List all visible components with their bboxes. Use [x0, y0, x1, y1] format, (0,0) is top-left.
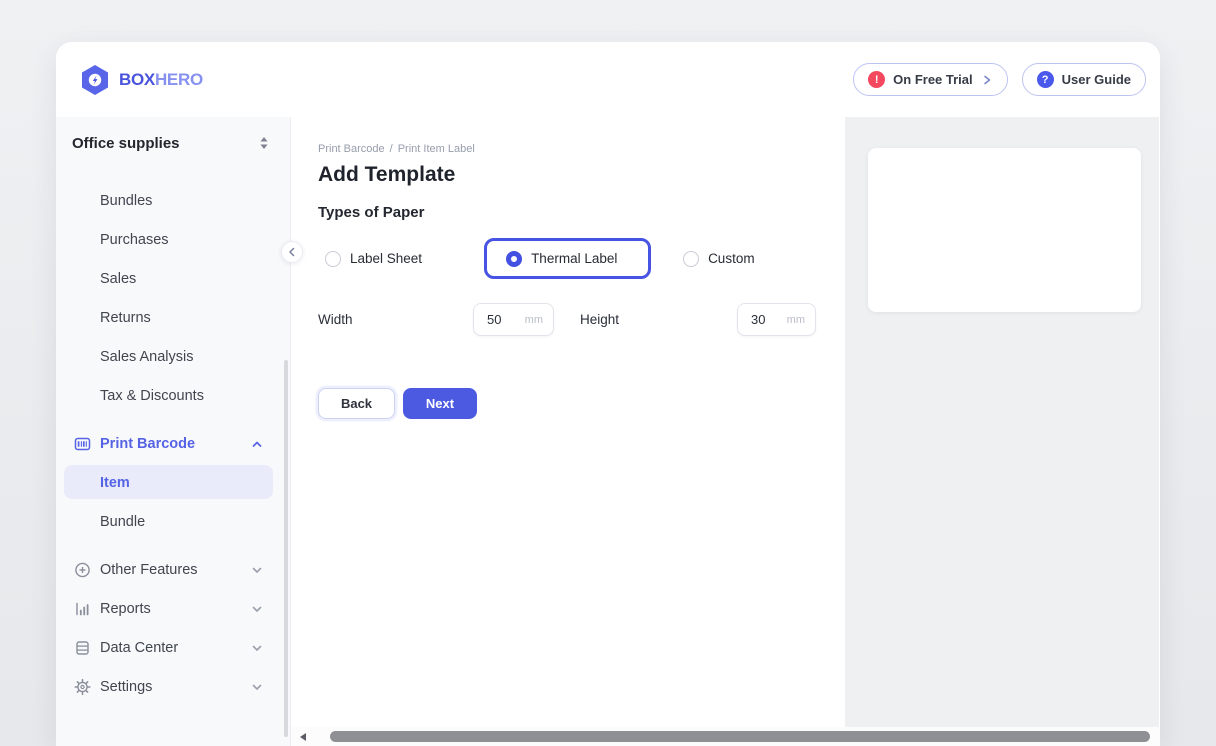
sidebar-nav: Bundles Purchases Sales Returns Sales An… [56, 169, 290, 706]
back-button[interactable]: Back [318, 388, 395, 419]
next-button[interactable]: Next [403, 388, 477, 419]
sidebar-item-bundle[interactable]: Bundle [100, 513, 146, 530]
boxhero-logo[interactable]: BOXHERO [80, 64, 203, 96]
label-preview-card [868, 148, 1141, 312]
radio-unselected-icon[interactable] [325, 250, 341, 267]
sidebar-item-item[interactable]: Item [56, 463, 290, 502]
boxhero-hexagon-bolt-icon [80, 64, 110, 96]
height-unit: mm [786, 313, 805, 326]
user-guide-button[interactable]: ? User Guide [1021, 63, 1146, 96]
main-content: Print Barcode / Print Item Label Add Tem… [291, 117, 845, 746]
breadcrumb: Print Barcode / Print Item Label [318, 143, 818, 155]
thermal-label-label: Thermal Label [531, 251, 618, 266]
barcode-icon [74, 435, 91, 452]
sidebar-item-reports[interactable]: Reports [56, 589, 290, 628]
scroll-left-arrow-icon[interactable] [300, 732, 306, 741]
active-item-highlight [64, 465, 273, 499]
app-window: BOXHERO ! On Free Trial ? User Guide Off… [56, 42, 1160, 746]
trial-label: On Free Trial [893, 72, 973, 87]
section-title-types-of-paper: Types of Paper [318, 204, 425, 221]
question-circle-icon: ? [1036, 71, 1054, 88]
sidebar: Office supplies Bundles Purchases Sales … [56, 117, 303, 746]
width-input-box: mm [473, 303, 554, 336]
paper-type-option-custom[interactable]: Custom [683, 250, 755, 267]
horizontal-scrollbar[interactable] [291, 727, 1160, 746]
radio-unselected-icon[interactable] [683, 250, 700, 267]
paper-type-options: Label Sheet Thermal Label Custom [318, 238, 818, 279]
header: BOXHERO ! On Free Trial ? User Guide [56, 42, 1160, 117]
breadcrumb-print-barcode[interactable]: Print Barcode [318, 143, 385, 155]
sidebar-item-purchases[interactable]: Purchases [100, 231, 169, 248]
header-buttons: ! On Free Trial ? User Guide [853, 63, 1146, 96]
bar-chart-icon [74, 600, 91, 617]
custom-label: Custom [708, 251, 755, 266]
circle-plus-icon [74, 561, 91, 578]
width-input[interactable] [487, 304, 533, 335]
body-row: Office supplies Bundles Purchases Sales … [56, 117, 1160, 746]
chevron-up-icon [250, 437, 264, 451]
alert-badge-icon: ! [868, 71, 886, 88]
radio-selected-icon[interactable] [506, 250, 523, 267]
height-label: Height [580, 312, 620, 327]
page-title: Add Template [318, 163, 456, 186]
paper-type-option-thermal-label[interactable]: Thermal Label [506, 250, 618, 267]
chevron-down-icon [250, 602, 264, 616]
sidebar-item-settings[interactable]: Settings [56, 667, 290, 706]
sidebar-item-print-barcode[interactable]: Print Barcode [56, 424, 290, 463]
label-sheet-label: Label Sheet [350, 251, 423, 266]
sidebar-item-data-center[interactable]: Data Center [56, 628, 290, 667]
chevron-left-icon [286, 246, 298, 258]
chevron-down-icon [250, 641, 264, 655]
breadcrumb-print-item-label[interactable]: Print Item Label [397, 143, 475, 155]
workspace-name: Office supplies [72, 134, 180, 152]
action-buttons: Back Next [318, 388, 818, 419]
sidebar-item-returns[interactable]: Returns [100, 309, 151, 326]
sidebar-scrollbar-thumb[interactable] [284, 360, 288, 737]
database-icon [74, 639, 91, 656]
width-label: Width [318, 312, 353, 327]
sidebar-item-sales-analysis[interactable]: Sales Analysis [100, 348, 194, 365]
brand-bold: BOX [119, 69, 155, 89]
height-input-box: mm [737, 303, 816, 336]
sidebar-item-other-features[interactable]: Other Features [56, 550, 290, 589]
sidebar-item-sales[interactable]: Sales [100, 270, 137, 287]
height-input[interactable] [751, 304, 797, 335]
brand-text: BOXHERO [119, 70, 203, 90]
user-guide-label: User Guide [1061, 72, 1131, 87]
chevron-right-icon [981, 74, 993, 86]
sidebar-item-bundles[interactable]: Bundles [100, 192, 153, 209]
breadcrumb-separator: / [389, 143, 393, 155]
gear-icon [74, 678, 91, 695]
width-unit: mm [524, 313, 543, 326]
chevron-down-icon [250, 563, 264, 577]
chevron-down-icon [250, 680, 264, 694]
paper-type-option-label-sheet[interactable]: Label Sheet [325, 250, 423, 267]
sidebar-item-tax-discounts[interactable]: Tax & Discounts [100, 387, 204, 404]
sort-arrows-icon [258, 136, 270, 150]
workspace-selector[interactable]: Office supplies [56, 117, 290, 169]
on-free-trial-button[interactable]: ! On Free Trial [853, 63, 1008, 96]
sidebar-collapse-button[interactable] [281, 241, 303, 263]
dimensions-row: Width mm Height mm [318, 303, 818, 336]
selected-option-ring: Thermal Label [484, 238, 652, 279]
brand-light: HERO [154, 69, 203, 89]
horizontal-scrollbar-thumb[interactable] [330, 731, 1150, 742]
preview-panel [845, 117, 1159, 746]
